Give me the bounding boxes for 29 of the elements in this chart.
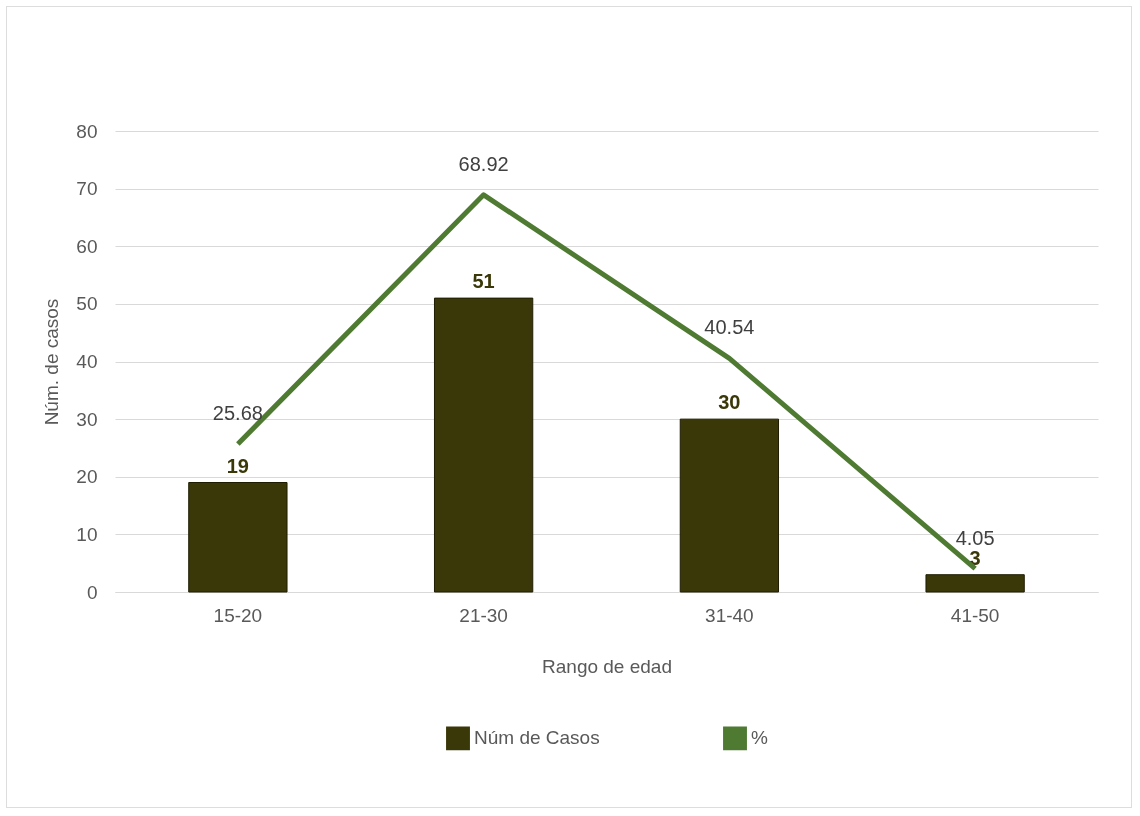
legend-label: Núm de Casos	[474, 727, 600, 749]
y-tick-label: 70	[76, 178, 98, 200]
y-tick-label: 60	[76, 235, 98, 257]
y-tick-label: 50	[76, 293, 98, 315]
bar	[679, 418, 780, 593]
data-label: 25.68	[212, 402, 263, 425]
data-label: 4.05	[955, 526, 995, 549]
y-tick-label: 40	[76, 351, 98, 372]
y-tick-label: 10	[76, 523, 98, 545]
y-tick-label: 20	[76, 466, 98, 488]
y-axis-title: Núm. de casos	[41, 298, 63, 426]
data-label: 51	[472, 270, 495, 293]
data-label: 19	[226, 454, 249, 477]
x-tick-label: 41-50	[950, 604, 1000, 626]
x-axis-title: Rango de edad	[542, 655, 672, 677]
bar	[925, 574, 1025, 593]
data-label: 40.54	[704, 316, 755, 339]
bar	[188, 482, 288, 593]
x-tick-label: 15-20	[213, 604, 263, 626]
x-tick-label: 21-30	[459, 604, 508, 626]
data-label: 3	[969, 546, 981, 569]
y-tick-label: 80	[76, 120, 98, 142]
x-tick-label: 31-40	[705, 604, 754, 626]
data-label: 30	[718, 391, 741, 414]
data-label: 68.92	[458, 152, 509, 175]
legend-label: %	[751, 727, 768, 749]
y-tick-label: 0	[86, 581, 98, 603]
bar	[433, 297, 534, 593]
y-tick-label: 30	[76, 408, 98, 430]
